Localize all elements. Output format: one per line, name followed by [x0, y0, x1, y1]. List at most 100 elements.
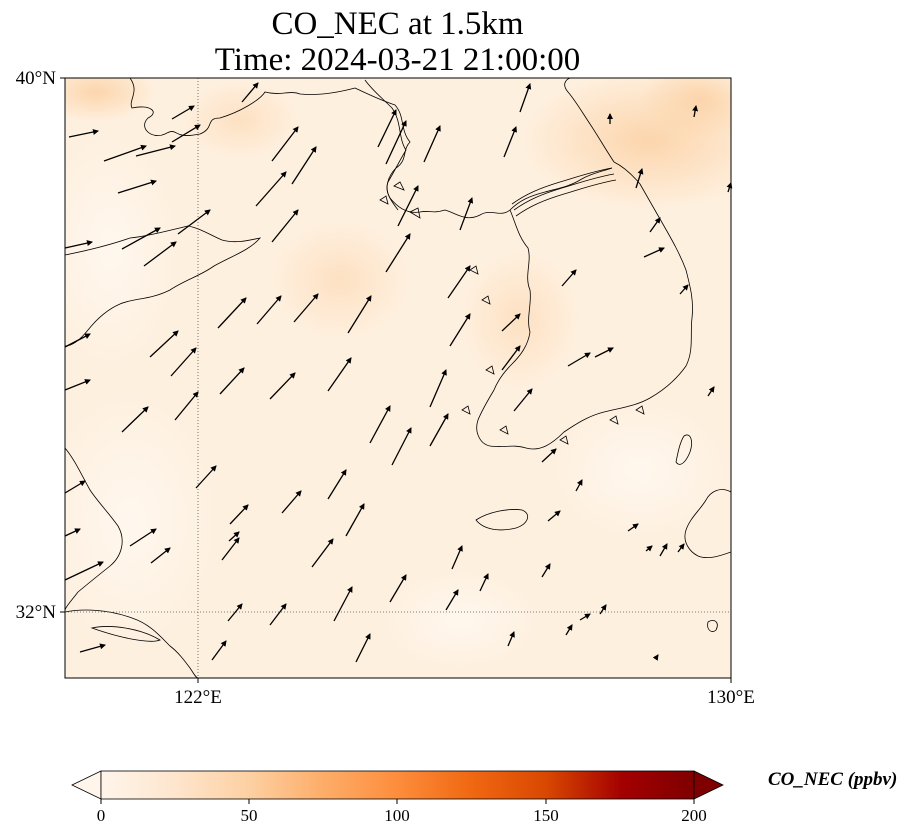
wind-arrow [64, 379, 91, 391]
wind-arrow [171, 105, 195, 120]
wind-arrow [445, 589, 459, 611]
wind-arrow [150, 547, 171, 564]
gridlines [65, 78, 731, 678]
wind-arrow [149, 330, 179, 358]
wind-arrow [221, 537, 240, 561]
wind-arrow [707, 386, 715, 397]
wind-arrow [635, 168, 644, 189]
wind-arrow [170, 347, 197, 377]
wind-arrow [447, 265, 471, 299]
japan-tsushima [675, 434, 692, 465]
wind-arrow [567, 352, 591, 367]
wind-arrow [501, 313, 521, 332]
wind-arrow [541, 448, 557, 463]
wind-arrow [503, 126, 517, 158]
wind-arrow [449, 313, 471, 347]
wind-arrow [171, 124, 201, 143]
wind-arrow [355, 633, 371, 663]
colorbar-extend-low [71, 770, 102, 800]
wind-arrow [217, 297, 247, 329]
wind-arrow [645, 545, 653, 552]
wind-arrow [594, 347, 614, 358]
wind-arrow [385, 120, 407, 165]
wind-arrow [271, 126, 299, 162]
wind-arrow [311, 538, 334, 568]
wind-arrow [659, 543, 668, 557]
wind-arrow [195, 465, 217, 489]
wind-arrow [692, 105, 699, 118]
japan-kyushu [684, 489, 731, 559]
wind-arrow [561, 269, 577, 287]
wind-arrow [423, 125, 441, 163]
liaodong-peninsula [364, 79, 407, 211]
colorbar-tick-150: 150 [533, 806, 559, 825]
lat-tick-32n: 32°N [16, 602, 57, 623]
wind-arrow [541, 563, 551, 578]
wind-arrow [103, 144, 147, 162]
wind-arrow [389, 574, 407, 603]
wind-arrow [397, 185, 419, 227]
wind-arrow [68, 129, 99, 138]
wind-arrow [269, 372, 296, 400]
wind-vectors [64, 82, 733, 663]
lat-tick-40n: 40°N [16, 68, 57, 89]
wind-arrow [369, 405, 391, 444]
colorbar-tick-50: 50 [241, 806, 258, 825]
wind-arrow [293, 293, 319, 323]
wind-arrow [479, 573, 489, 592]
wind-arrow [627, 523, 639, 532]
wind-arrow [345, 503, 365, 537]
wind-arrow [459, 197, 474, 231]
wind-arrow [271, 209, 299, 243]
wind-arrow [501, 345, 521, 371]
wind-arrow [327, 357, 352, 392]
wind-arrow [327, 469, 347, 500]
shandong-peninsula [65, 225, 262, 347]
wind-arrow [599, 604, 607, 615]
jeju-island [475, 509, 529, 531]
wind-arrow [575, 479, 583, 492]
wind-arrow [385, 233, 411, 273]
wind-arrow [519, 83, 532, 113]
wind-arrow [64, 528, 81, 537]
lon-tick-122e: 122°E [174, 687, 222, 708]
wind-arrow [281, 490, 302, 514]
wind-arrow [451, 545, 463, 570]
wind-arrow [377, 109, 397, 148]
wind-arrow [649, 217, 661, 233]
wind-arrow [677, 543, 685, 553]
wind-arrow [579, 613, 591, 621]
wind-arrow [129, 528, 157, 547]
map-title-line2: Time: 2024-03-21 21:00:00 [214, 42, 581, 78]
colorbar: 0 50 100 150 200 [71, 770, 724, 825]
china-east-coast [65, 447, 123, 611]
korea-northeast-coast [564, 78, 615, 163]
concentration-field [65, 78, 731, 678]
wind-arrow [255, 171, 287, 207]
wind-arrow [429, 413, 449, 447]
wind-arrow [241, 82, 259, 103]
wind-arrow [513, 388, 533, 412]
map-title-line1: CO_NEC at 1.5km [271, 6, 524, 42]
wind-arrow [507, 631, 515, 647]
colorbar-tick-200: 200 [681, 806, 707, 825]
wind-arrow [256, 295, 282, 325]
japan-islet-1 [707, 620, 718, 632]
korea-islets [379, 181, 645, 445]
yangtze-island [90, 626, 161, 642]
korea-border-river [511, 167, 617, 217]
wind-arrow [652, 654, 659, 661]
wind-arrow [269, 603, 287, 626]
map-frame [64, 77, 732, 679]
wind-arrow [64, 561, 104, 581]
colorbar-tick-0: 0 [97, 806, 106, 825]
wind-arrow [429, 369, 447, 408]
wind-arrow [391, 427, 412, 466]
wind-arrow [174, 391, 199, 421]
wind-arrow [229, 504, 249, 525]
colorbar-title: CO_NEC (ppbv) [768, 769, 898, 790]
lon-tick-130e: 130°E [707, 687, 755, 708]
wind-arrow [117, 179, 157, 194]
wind-arrow [121, 227, 161, 250]
